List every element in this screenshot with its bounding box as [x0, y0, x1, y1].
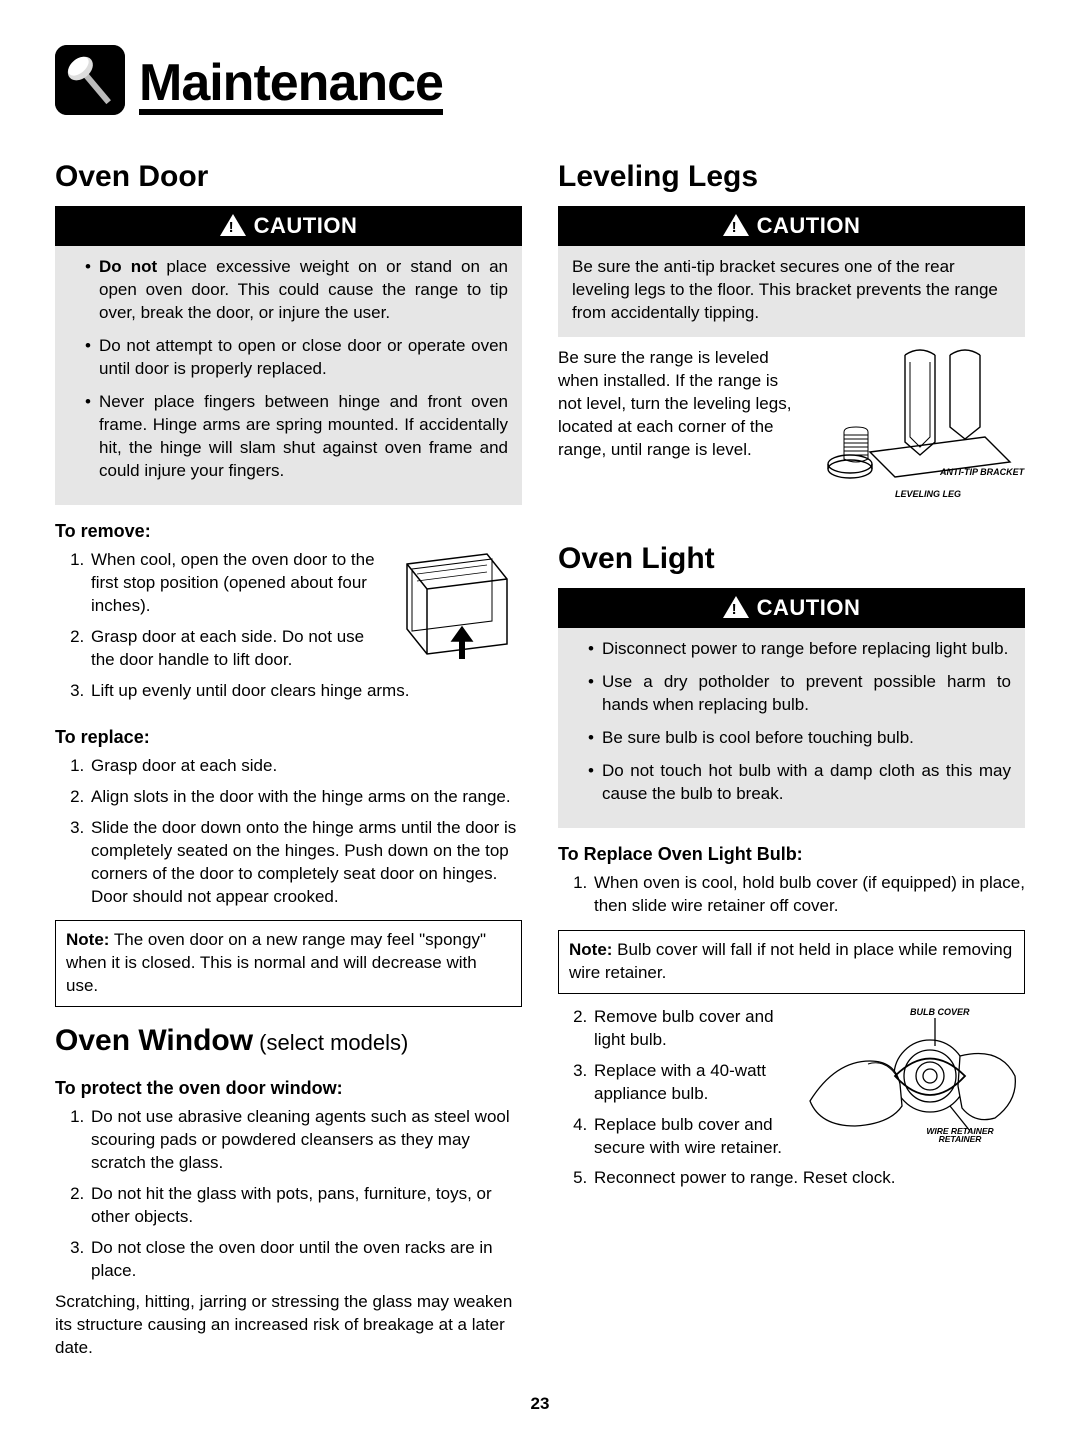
- leveling-leg-label: LEVELING LEG: [895, 489, 961, 499]
- warning-icon: [220, 214, 246, 236]
- maintenance-icon: [55, 45, 125, 115]
- list-item: Slide the door down onto the hinge arms …: [89, 817, 522, 909]
- protect-window-list: Do not use abrasive cleaning agents such…: [55, 1106, 522, 1283]
- window-closing-text: Scratching, hitting, jarring or stressin…: [55, 1291, 522, 1360]
- oven-window-title: Oven Window (select models): [55, 1021, 522, 1062]
- list-item: Lift up evenly until door clears hinge a…: [89, 680, 522, 703]
- leveling-legs-title: Leveling Legs: [558, 157, 1025, 198]
- oven-light-title: Oven Light: [558, 539, 1025, 580]
- list-item: Do not close the oven door until the ove…: [89, 1237, 522, 1283]
- left-column: Oven Door CAUTION Do not place excessive…: [55, 143, 522, 1369]
- bulb-replace-diagram: BULB COVER WIRE RETAINER RETAINER: [800, 1006, 1025, 1146]
- caution-label: CAUTION: [254, 211, 358, 241]
- light-caution-box: Disconnect power to range before replaci…: [558, 628, 1025, 828]
- caution-item: Do not attempt to open or close door or …: [85, 335, 508, 381]
- to-remove-head: To remove:: [55, 519, 522, 543]
- to-replace-head: To replace:: [55, 725, 522, 749]
- oven-door-caution-box: Do not place excessive weight on or stan…: [55, 246, 522, 504]
- caution-item: Do not place excessive weight on or stan…: [85, 256, 508, 325]
- svg-text:RETAINER: RETAINER: [939, 1134, 983, 1144]
- oven-door-title: Oven Door: [55, 157, 522, 198]
- right-column: Leveling Legs CAUTION Be sure the anti-t…: [558, 143, 1025, 1369]
- list-item: When oven is cool, hold bulb cover (if e…: [592, 872, 1025, 918]
- protect-window-head: To protect the oven door window:: [55, 1076, 522, 1100]
- replace-bulb-head: To Replace Oven Light Bulb:: [558, 842, 1025, 866]
- page-header: Maintenance: [55, 45, 1025, 115]
- list-item: Reconnect power to range. Reset clock.: [592, 1167, 1025, 1190]
- caution-text: Be sure the anti-tip bracket secures one…: [572, 257, 998, 322]
- caution-bar-leveling: CAUTION: [558, 206, 1025, 247]
- list-item: Do not hit the glass with pots, pans, fu…: [89, 1183, 522, 1229]
- caution-label: CAUTION: [757, 211, 861, 241]
- oven-door-note: Note: The oven door on a new range may f…: [55, 920, 522, 1007]
- list-item: Grasp door at each side.: [89, 755, 522, 778]
- caution-item: Never place fingers between hinge and fr…: [85, 391, 508, 483]
- caution-item: Be sure bulb is cool before touching bul…: [588, 727, 1011, 750]
- anti-tip-label: ANTI-TIP BRACKET: [939, 467, 1025, 477]
- list-item: Do not use abrasive cleaning agents such…: [89, 1106, 522, 1175]
- warning-icon: [723, 214, 749, 236]
- leveling-caution-box: Be sure the anti-tip bracket secures one…: [558, 246, 1025, 337]
- caution-bar-light: CAUTION: [558, 588, 1025, 629]
- page-title: Maintenance: [139, 57, 443, 115]
- caution-label: CAUTION: [757, 593, 861, 623]
- caution-item: Do not touch hot bulb with a damp cloth …: [588, 760, 1011, 806]
- caution-item: Disconnect power to range before replaci…: [588, 638, 1011, 661]
- warning-icon: [723, 596, 749, 618]
- leveling-leg-diagram: ANTI-TIP BRACKET LEVELING LEG: [810, 347, 1025, 517]
- bulb-note: Note: Bulb cover will fall if not held i…: [558, 930, 1025, 994]
- to-replace-list: Grasp door at each side. Align slots in …: [55, 755, 522, 909]
- caution-item: Use a dry potholder to prevent possible …: [588, 671, 1011, 717]
- replace-bulb-step1: When oven is cool, hold bulb cover (if e…: [558, 872, 1025, 918]
- caution-bar-oven-door: CAUTION: [55, 206, 522, 247]
- list-item: Align slots in the door with the hinge a…: [89, 786, 522, 809]
- content-columns: Oven Door CAUTION Do not place excessive…: [55, 143, 1025, 1369]
- door-removal-diagram: [392, 549, 522, 669]
- bulb-cover-label: BULB COVER: [910, 1007, 970, 1017]
